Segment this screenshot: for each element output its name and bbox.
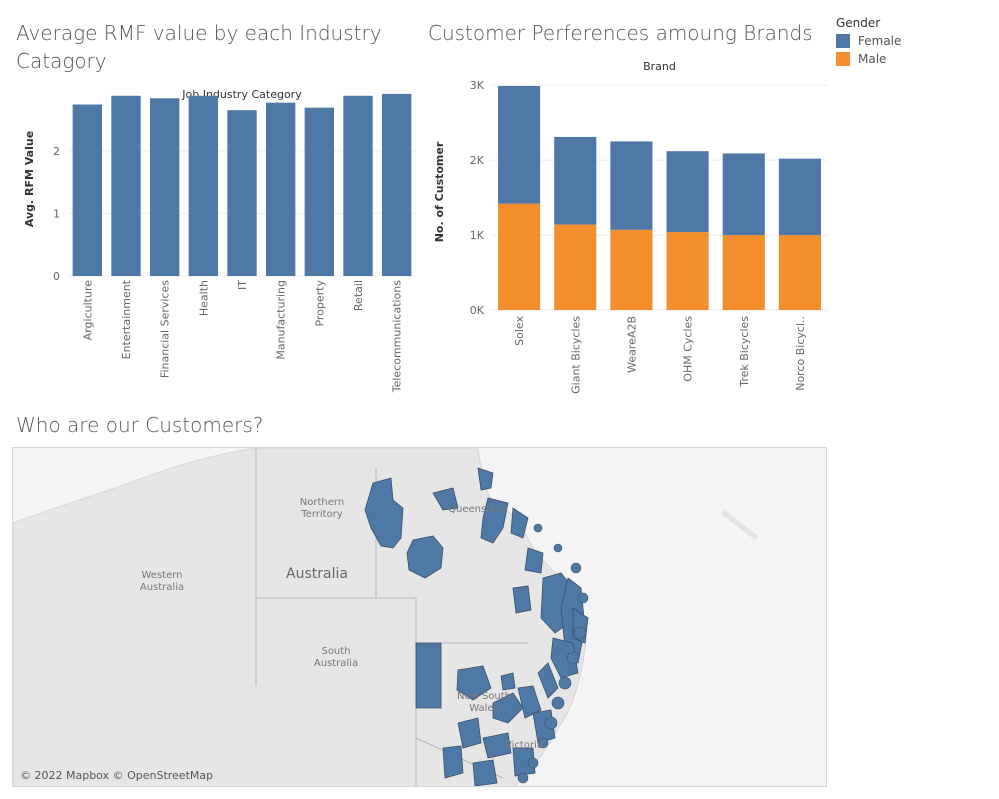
chart2-xtick-0: Solex <box>513 316 526 346</box>
chart1-bar-8 <box>381 93 412 276</box>
chart1-ylabel: Avg. RFM Value <box>23 131 36 227</box>
chart2-ytick-1: 1K <box>470 229 485 242</box>
map-label-nsw2: Wales <box>469 703 499 714</box>
chart2-ytick-0: 0K <box>470 304 485 317</box>
chart2-bar-male-1 <box>554 224 597 310</box>
chart2-bar-male-4 <box>722 235 765 310</box>
map-label-nsw1: New South <box>457 691 511 702</box>
customer-regions <box>364 467 589 786</box>
chart1-bar-0 <box>72 104 103 277</box>
chart1-ytick-0: 0 <box>53 270 60 283</box>
map-label-sa2: Australia <box>314 658 358 669</box>
chart1-xtick-4: IT <box>236 280 249 290</box>
chart2-bar-female-0 <box>498 85 541 204</box>
map-title: Who are our Customers? <box>16 413 264 437</box>
chart1-bar-2 <box>149 98 180 276</box>
chart2-xtick-5: Norco Bicycl.. <box>794 316 807 391</box>
legend-swatch-male <box>836 52 850 66</box>
legend-item-male[interactable]: Male <box>836 52 901 66</box>
australia-landmass <box>13 448 587 786</box>
chart2-bar-female-5 <box>778 158 821 236</box>
new-caledonia <box>721 510 758 540</box>
chart2-xlabel: Brand <box>643 60 676 73</box>
chart2-bar-male-3 <box>666 232 709 310</box>
chart2-ylabel: No. of Customer <box>433 141 446 242</box>
chart1-bar-1 <box>111 95 141 277</box>
map-label-nt2: Territory <box>300 509 343 520</box>
map-label-sa1: South <box>321 646 350 657</box>
map-label-wa2: Australia <box>140 582 184 593</box>
chart1-xtick-2: Financial Services <box>159 280 172 378</box>
chart1-bar-6 <box>304 107 335 276</box>
map-label-qld: Queensland <box>448 504 508 515</box>
chart1-bar-7 <box>343 95 373 277</box>
chart1-xtick-0: Argiculture <box>81 280 94 341</box>
chart2-xtick-3: OHM Cycles <box>682 316 695 382</box>
chart1-ytick-1: 1 <box>53 207 60 220</box>
legend-swatch-female <box>836 34 850 48</box>
chart1-bar-5 <box>265 102 296 276</box>
coastal-customer-cluster <box>517 523 589 784</box>
legend-label-female: Female <box>858 34 902 48</box>
chart1-xtick-3: Health <box>197 280 210 316</box>
chart2-bar-male-5 <box>778 235 821 310</box>
chart1-xtick-5: Manufacturing <box>275 280 288 360</box>
chart2-bar-female-1 <box>554 136 597 225</box>
chart2-xtick-1: Giant Bicycles <box>569 316 582 394</box>
legend-item-female[interactable]: Female <box>836 34 901 48</box>
chart2-bar-male-2 <box>610 229 653 310</box>
chart2-ytick-3: 3K <box>470 79 485 92</box>
gender-legend: Gender Female Male <box>836 16 901 70</box>
chart2-bar-male-0 <box>498 203 541 310</box>
chart1-title: Average RMF value by each Industry Catag… <box>16 21 382 73</box>
map-label-country: Australia <box>286 566 348 582</box>
legend-label-male: Male <box>858 52 887 66</box>
chart1-xtick-1: Entertainment <box>120 279 133 359</box>
map-label-wa1: Western <box>141 570 182 581</box>
chart1-ytick-2: 2 <box>53 145 60 158</box>
chart2-bar-female-2 <box>610 141 653 230</box>
map-label-nt1: Northern <box>300 497 344 508</box>
chart2-xtick-2: WeareA2B <box>625 316 638 373</box>
map-canvas: Northern Territory Queensland Western Au… <box>13 448 826 786</box>
map-labels: Northern Territory Queensland Western Au… <box>140 497 543 751</box>
chart1-xtick-6: Property <box>313 280 326 327</box>
chart1-bar-3 <box>188 95 219 277</box>
legend-title: Gender <box>836 16 881 30</box>
chart1-xtick-8: Telecommunications <box>391 280 404 394</box>
chart2-xtick-4: Trek Bicycles <box>738 316 751 388</box>
chart2-bar-female-3 <box>666 151 709 233</box>
chart2-bar-female-4 <box>722 153 765 236</box>
chart1-xtick-7: Retail <box>352 280 365 311</box>
map-attribution[interactable]: © 2022 Mapbox © OpenStreetMap <box>20 769 214 782</box>
customer-map[interactable]: Northern Territory Queensland Western Au… <box>12 447 827 787</box>
map-label-vic: Victoria <box>505 740 543 751</box>
chart2-title: Customer Perferences amoung Brands <box>428 21 813 45</box>
chart1-bar-4 <box>227 110 257 277</box>
chart2-ytick-2: 2K <box>470 154 485 167</box>
brand-stacked-bar-chart: Brand No. of Customer 0K 1K 2K 3K Solex Giant B… <box>433 60 828 394</box>
